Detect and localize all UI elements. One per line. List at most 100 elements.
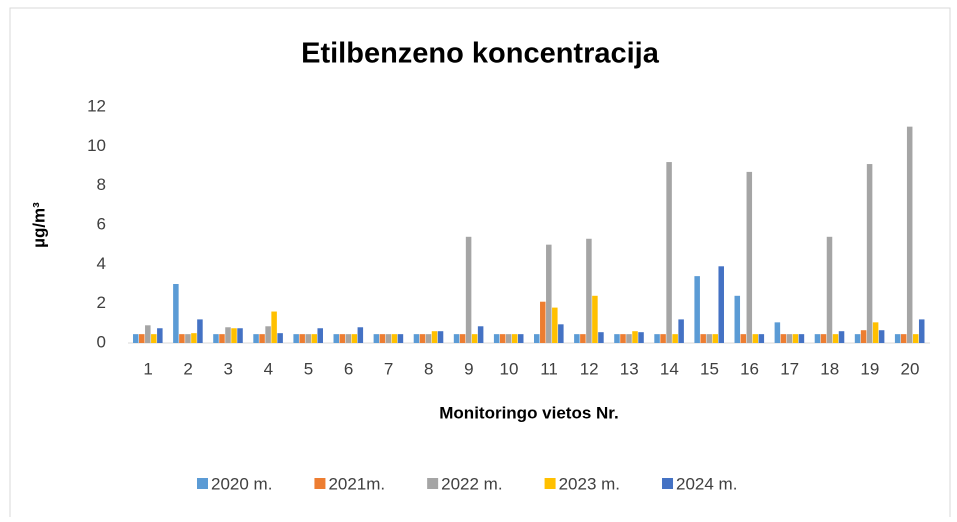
x-axis-label: Monitoringo vietos Nr. — [439, 403, 618, 422]
bar — [534, 334, 540, 343]
legend-label: 2022 m. — [441, 474, 502, 493]
bar — [694, 276, 700, 343]
bar — [912, 334, 919, 343]
bar — [265, 326, 271, 343]
bar — [592, 295, 598, 343]
bar — [305, 334, 311, 343]
bar — [900, 334, 907, 343]
bar — [357, 327, 364, 343]
x-tick-label: 7 — [384, 359, 393, 378]
bar — [700, 334, 706, 343]
bar — [814, 334, 821, 343]
bar — [185, 334, 191, 343]
legend-swatch — [544, 478, 556, 489]
bar — [706, 334, 712, 343]
bar — [151, 334, 157, 343]
x-tick-label: 13 — [620, 359, 639, 378]
x-tick-label: 20 — [900, 359, 919, 378]
bar — [798, 334, 805, 343]
bar — [333, 334, 340, 343]
bar — [598, 332, 604, 343]
bar — [157, 328, 163, 343]
bar — [878, 330, 885, 343]
bar — [253, 334, 259, 343]
bar — [179, 334, 185, 343]
y-tick-label: 6 — [97, 214, 106, 233]
bar — [231, 328, 237, 343]
bar — [586, 238, 592, 343]
bar — [866, 164, 873, 343]
bar — [425, 334, 432, 343]
x-tick-label: 16 — [740, 359, 759, 378]
bar — [786, 334, 793, 343]
bar — [620, 334, 626, 343]
bar — [626, 334, 632, 343]
y-axis-label: µg/m³ — [29, 202, 48, 248]
bar — [345, 334, 352, 343]
bar — [271, 311, 277, 343]
x-tick-label: 10 — [499, 359, 518, 378]
bar — [552, 307, 558, 343]
bar — [459, 334, 466, 343]
legend-label: 2024 m. — [676, 474, 737, 493]
y-tick-label: 10 — [87, 136, 106, 155]
bar — [672, 334, 678, 343]
chart-border — [9, 7, 951, 522]
bar — [133, 334, 139, 343]
chart-title: Etilbenzeno koncentracija — [301, 38, 660, 70]
bar — [678, 319, 684, 343]
x-tick-label: 17 — [780, 359, 799, 378]
bar — [614, 334, 620, 343]
y-tick-label: 4 — [97, 254, 106, 273]
bar — [558, 324, 564, 343]
bar — [654, 334, 660, 343]
bar — [453, 334, 460, 343]
bar — [213, 334, 219, 343]
bar — [299, 334, 305, 343]
bar — [237, 328, 243, 343]
bar — [540, 301, 546, 343]
bar — [419, 334, 426, 343]
bar — [872, 322, 879, 343]
bar — [838, 331, 845, 343]
bar — [792, 334, 799, 343]
legend-label: 2021m. — [328, 474, 385, 493]
bar — [477, 326, 484, 343]
bar — [373, 334, 380, 343]
bar — [632, 331, 638, 343]
bar — [277, 333, 283, 343]
x-tick-label: 5 — [304, 359, 313, 378]
bar — [517, 334, 524, 343]
bar — [660, 334, 666, 343]
bar — [197, 319, 203, 343]
bar — [225, 327, 231, 343]
x-tick-label: 18 — [820, 359, 839, 378]
bar — [471, 334, 478, 343]
x-tick-label: 2 — [183, 359, 192, 378]
y-tick-label: 8 — [97, 175, 106, 194]
bar — [718, 266, 724, 343]
bar — [397, 334, 404, 343]
bar — [505, 334, 512, 343]
bar — [574, 334, 580, 343]
legend-swatch — [197, 478, 208, 489]
legend-swatch — [314, 478, 326, 489]
bar — [820, 334, 827, 343]
bar — [145, 325, 151, 343]
legend-label: 2020 m. — [211, 474, 272, 493]
bar — [774, 322, 781, 343]
bar — [293, 334, 299, 343]
bar — [758, 334, 765, 343]
x-tick-label: 9 — [464, 359, 473, 378]
bar — [219, 334, 225, 343]
bar — [511, 334, 518, 343]
bar — [666, 162, 672, 343]
x-tick-label: 1 — [143, 359, 152, 378]
legend-swatch — [427, 478, 439, 489]
bar — [832, 334, 839, 343]
bar — [854, 334, 861, 343]
bar — [391, 334, 398, 343]
bar — [191, 333, 197, 343]
bar — [379, 334, 386, 343]
